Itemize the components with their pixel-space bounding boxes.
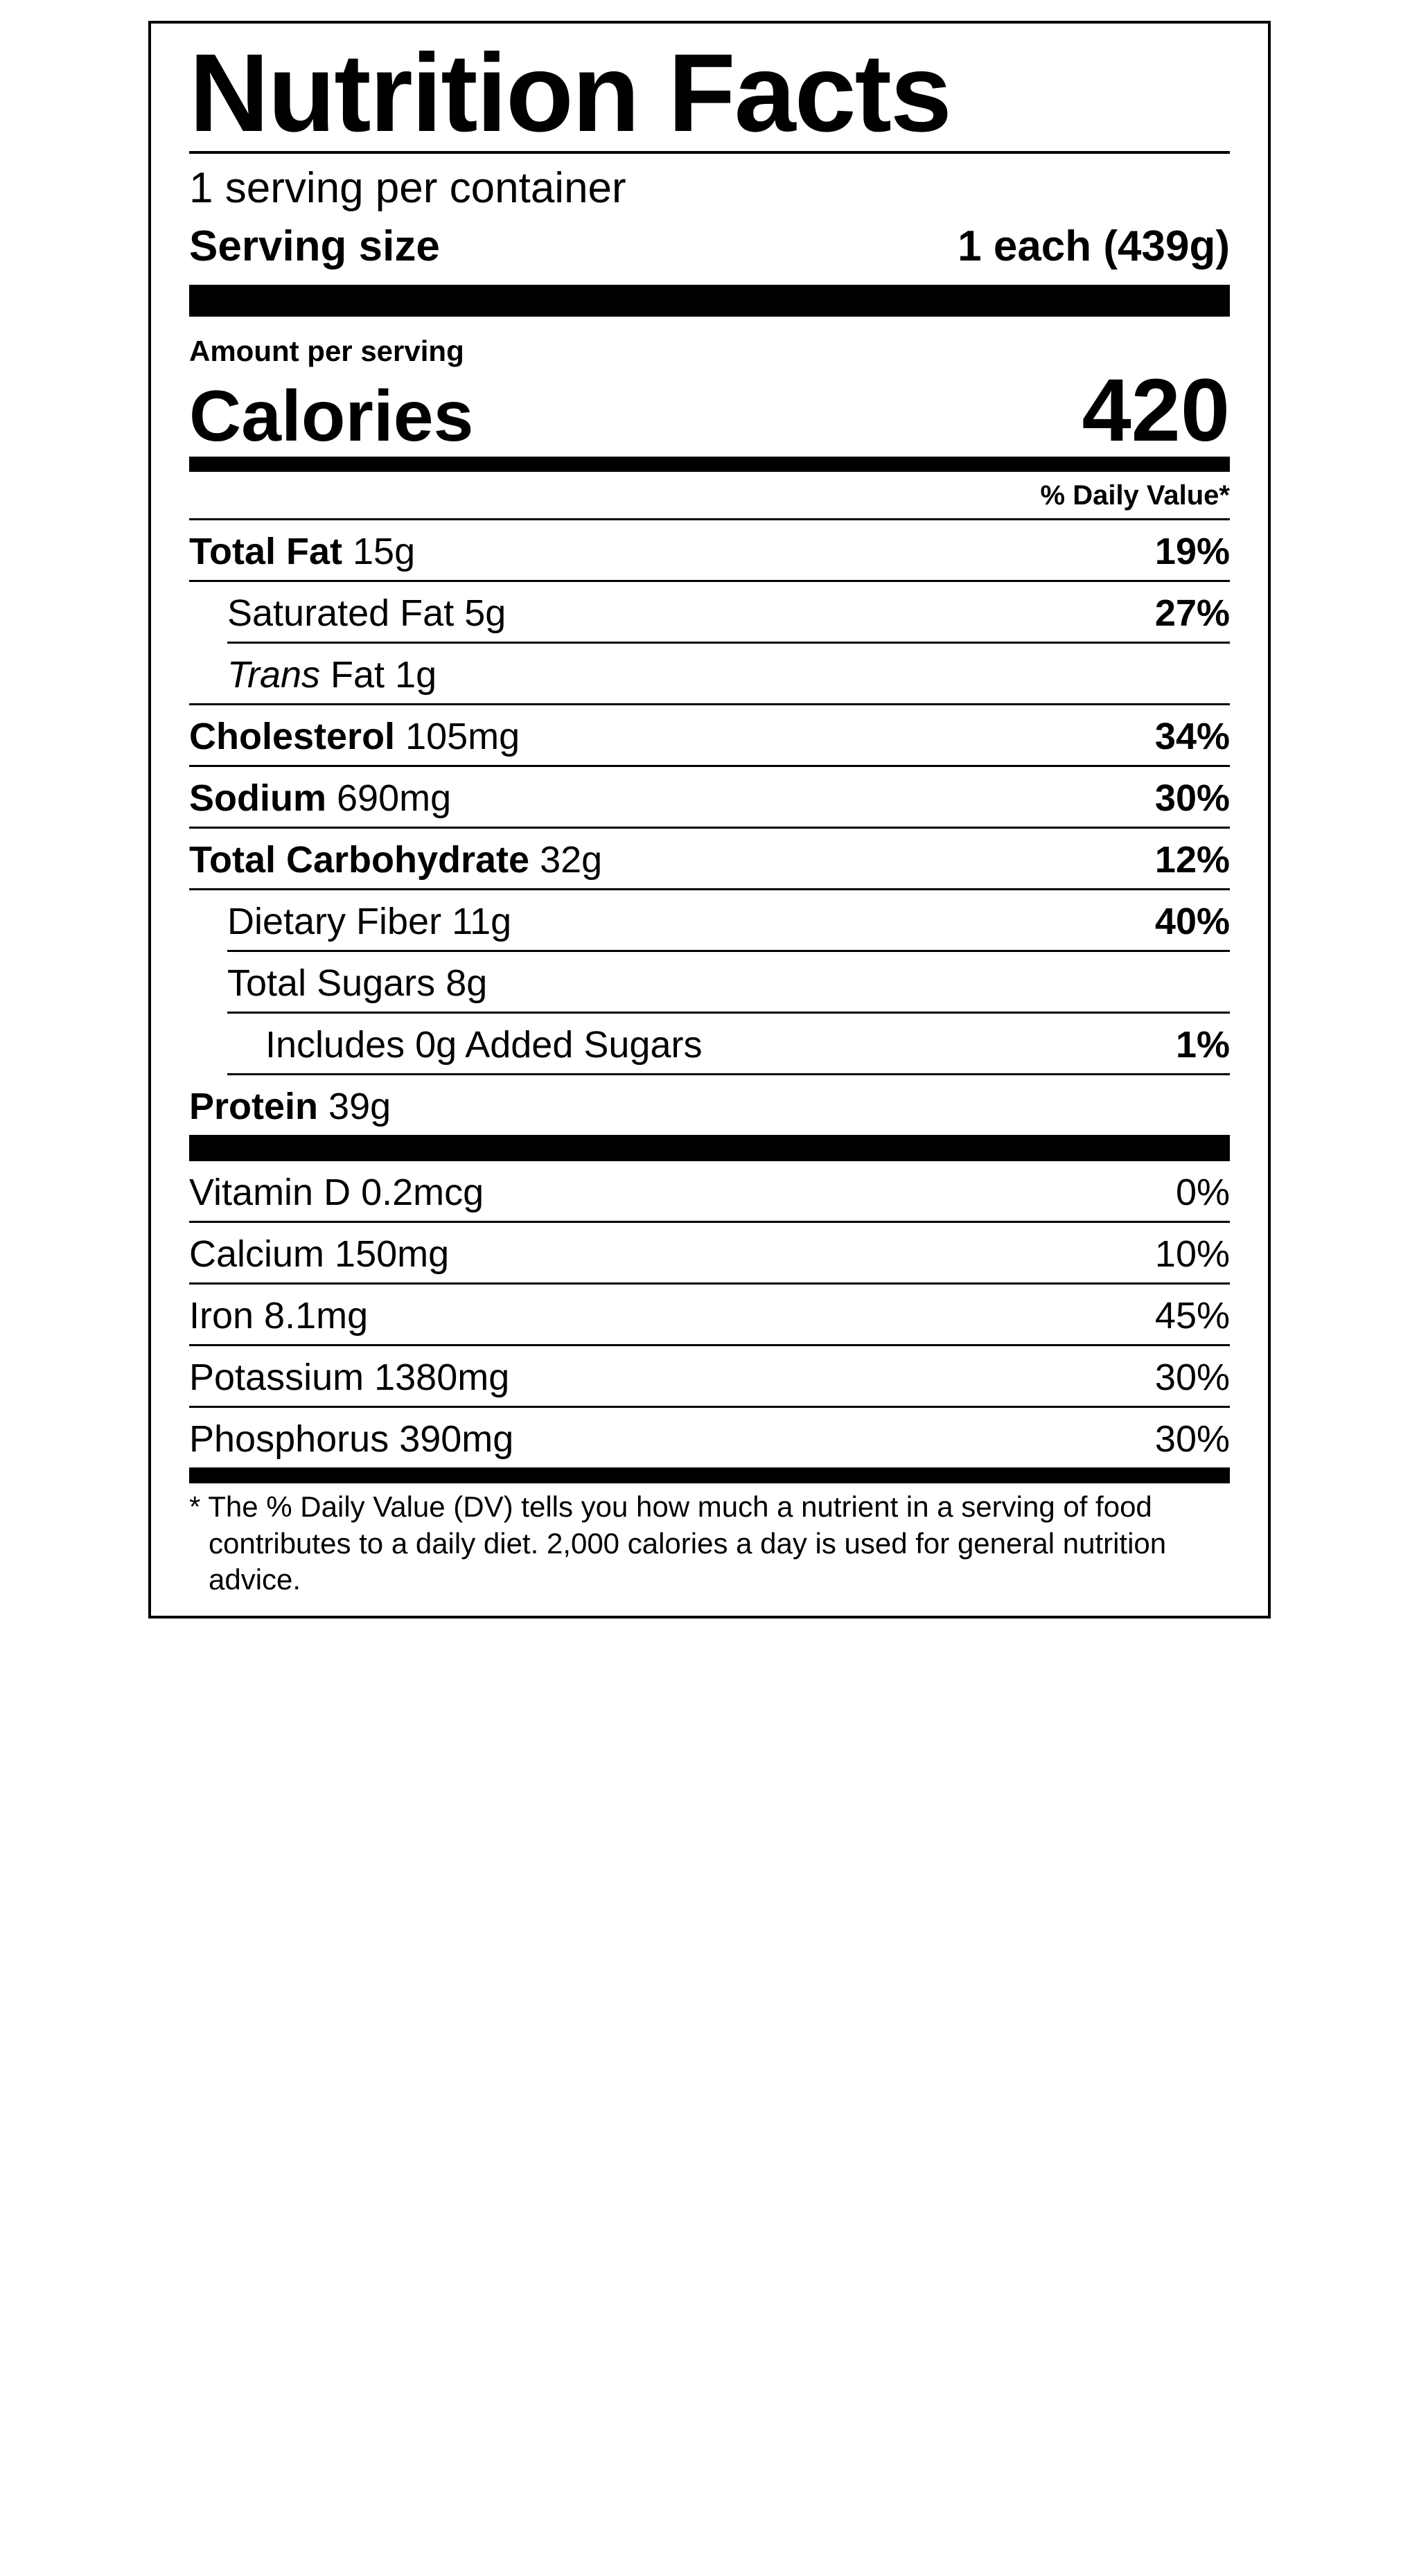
micronutrient-text: Phosphorus 390mg xyxy=(189,1420,513,1458)
nutrient-amount: 39g xyxy=(328,1086,391,1127)
nutrient-name: Total Carbohydrate 32g xyxy=(189,841,602,879)
nutrient-label: Protein xyxy=(189,1086,318,1127)
nutrient-name: Protein 39g xyxy=(189,1088,391,1125)
nutrient-label: Total Fat xyxy=(189,531,342,572)
nutrient-dv: 12% xyxy=(1155,841,1230,879)
daily-value-header: % Daily Value* xyxy=(189,480,1230,520)
nutrient-dv: 34% xyxy=(1155,718,1230,755)
nutrient-amount: 11g xyxy=(452,901,511,942)
nutrient-amount: 5g xyxy=(464,592,506,634)
nutrient-name: Includes 0g Added Sugars xyxy=(227,1026,702,1064)
micronutrient-dv: 30% xyxy=(1155,1359,1230,1396)
nutrient-label: Saturated Fat xyxy=(227,592,454,634)
amount-per-serving-label: Amount per serving xyxy=(189,335,1230,368)
daily-value-footnote: * The % Daily Value (DV) tells you how m… xyxy=(189,1489,1230,1598)
nutrient-amount: 8g xyxy=(446,962,487,1004)
nutrient-row-sodium: Sodium 690mg 30% xyxy=(189,767,1230,829)
nutrient-amount: 1g xyxy=(395,654,437,696)
micronutrient-dv: 30% xyxy=(1155,1420,1230,1458)
nutrient-label: Total Sugars xyxy=(227,962,435,1004)
serving-size-row: Serving size 1 each (439g) xyxy=(189,218,1230,281)
nutrient-label: Total Carbohydrate xyxy=(189,839,529,881)
nutrient-amount: 32g xyxy=(540,839,602,881)
micronutrient-text: Potassium 1380mg xyxy=(189,1359,509,1396)
micronutrient-row-calcium: Calcium 150mg 10% xyxy=(189,1223,1230,1285)
micronutrient-row-phosphorus: Phosphorus 390mg 30% xyxy=(189,1408,1230,1470)
nutrient-row-trans-fat: Trans Fat 1g xyxy=(189,644,1230,705)
nutrient-amount: 105mg xyxy=(405,716,520,757)
nutrient-row-dietary-fiber: Dietary Fiber 11g 40% xyxy=(227,890,1230,952)
calories-row: Calories 420 xyxy=(189,369,1230,457)
nutrient-row-saturated-fat: Saturated Fat 5g 27% xyxy=(227,582,1230,644)
micronutrient-dv: 45% xyxy=(1155,1297,1230,1334)
servings-per-container: 1 serving per container xyxy=(189,159,1230,218)
nutrient-dv: 1% xyxy=(1176,1026,1230,1064)
nutrient-row-total-fat: Total Fat 15g 19% xyxy=(189,520,1230,582)
nutrient-amount: 15g xyxy=(353,531,415,572)
separator-bar xyxy=(189,1135,1230,1161)
nutrient-label: Includes 0g Added Sugars xyxy=(265,1024,702,1066)
nutrient-name: Sodium 690mg xyxy=(189,779,451,817)
separator-bar xyxy=(189,1470,1230,1483)
calories-label: Calories xyxy=(189,380,473,452)
nutrient-name: Dietary Fiber 11g xyxy=(227,903,511,940)
nutrient-amount: 690mg xyxy=(337,777,451,819)
nutrient-label-prefix: Trans xyxy=(227,654,320,696)
micronutrient-row-vitamin-d: Vitamin D 0.2mcg 0% xyxy=(189,1161,1230,1223)
nutrient-label: Sodium xyxy=(189,777,326,819)
nutrient-dv: 40% xyxy=(1155,903,1230,940)
nutrient-name: Total Fat 15g xyxy=(189,533,415,570)
micronutrient-text: Iron 8.1mg xyxy=(189,1297,368,1334)
title: Nutrition Facts xyxy=(189,37,1230,154)
micronutrient-row-potassium: Potassium 1380mg 30% xyxy=(189,1346,1230,1408)
serving-size-label: Serving size xyxy=(189,218,440,276)
calories-value: 420 xyxy=(1082,369,1230,453)
nutrient-dv: 19% xyxy=(1155,533,1230,570)
nutrient-label: Dietary Fiber xyxy=(227,901,441,942)
micronutrient-row-iron: Iron 8.1mg 45% xyxy=(189,1285,1230,1346)
nutrient-name: Cholesterol 105mg xyxy=(189,718,520,755)
serving-size-value: 1 each (439g) xyxy=(958,218,1230,276)
nutrient-row-total-carb: Total Carbohydrate 32g 12% xyxy=(189,829,1230,890)
separator-bar xyxy=(189,457,1230,472)
micronutrient-text: Vitamin D 0.2mcg xyxy=(189,1174,484,1211)
nutrient-row-cholesterol: Cholesterol 105mg 34% xyxy=(189,705,1230,767)
micronutrient-text: Calcium 150mg xyxy=(189,1235,449,1273)
separator-bar xyxy=(189,285,1230,317)
micronutrient-dv: 0% xyxy=(1176,1174,1230,1211)
nutrition-facts-label: Nutrition Facts 1 serving per container … xyxy=(148,21,1271,1618)
nutrient-name: Saturated Fat 5g xyxy=(227,594,506,632)
nutrient-label: Cholesterol xyxy=(189,716,395,757)
nutrient-row-added-sugars: Includes 0g Added Sugars 1% xyxy=(227,1014,1230,1075)
nutrient-row-total-sugars: Total Sugars 8g xyxy=(227,952,1230,1014)
nutrient-row-protein: Protein 39g xyxy=(189,1075,1230,1135)
nutrient-label-suffix: Fat xyxy=(320,654,385,696)
nutrient-dv: 30% xyxy=(1155,779,1230,817)
micronutrient-dv: 10% xyxy=(1155,1235,1230,1273)
nutrient-name: Total Sugars 8g xyxy=(227,964,487,1002)
nutrient-name: Trans Fat 1g xyxy=(189,656,437,694)
nutrient-dv: 27% xyxy=(1155,594,1230,632)
